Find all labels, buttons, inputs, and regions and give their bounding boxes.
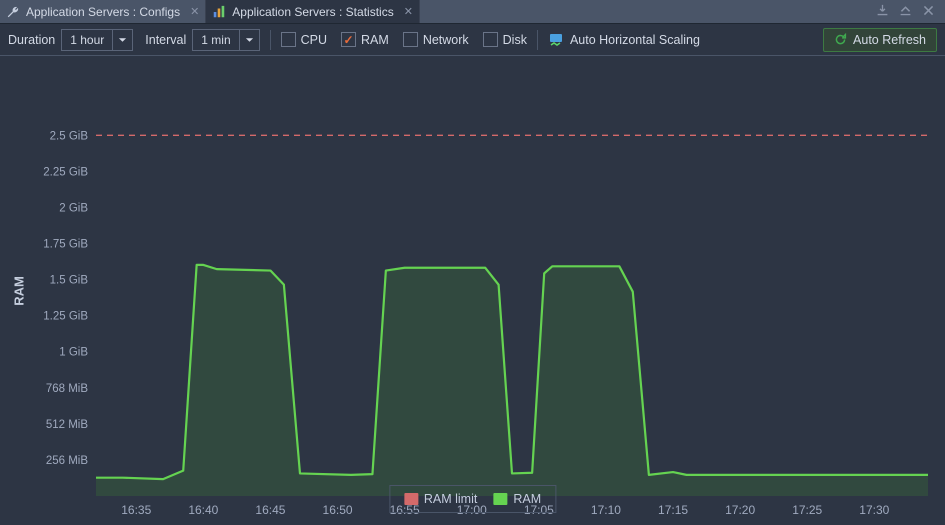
refresh-label: Auto Refresh xyxy=(853,33,926,47)
auto-refresh-button[interactable]: Auto Refresh xyxy=(823,28,937,52)
interval-label: Interval xyxy=(145,33,186,47)
expand-icon[interactable] xyxy=(899,4,912,20)
chart-area: RAM 256 MiB 512 MiB 768 MiB 1 GiB 1.25 GiB 1.… xyxy=(0,56,945,525)
auto-horizontal-scaling-button[interactable]: Auto Horizontal Scaling xyxy=(548,32,700,48)
chevron-down-icon xyxy=(239,30,259,50)
tab-label: Application Servers : Configs xyxy=(26,5,180,19)
scaling-icon xyxy=(548,32,564,48)
svg-text:2.5 GiB: 2.5 GiB xyxy=(50,130,89,142)
check-cpu[interactable]: CPU xyxy=(281,32,327,47)
svg-text:512 MiB: 512 MiB xyxy=(46,419,89,431)
svg-text:1 GiB: 1 GiB xyxy=(59,347,88,359)
toolbar: Duration 1 hour Interval 1 min CPU RAM Net… xyxy=(0,24,945,56)
svg-text:17:20: 17:20 xyxy=(725,503,755,517)
duration-label: Duration xyxy=(8,33,55,47)
check-label: Disk xyxy=(503,33,527,47)
bar-chart-icon xyxy=(212,5,226,19)
checkbox-icon xyxy=(403,32,418,47)
legend-swatch xyxy=(493,493,507,505)
checkbox-icon xyxy=(281,32,296,47)
svg-text:768 MiB: 768 MiB xyxy=(46,383,89,395)
metric-checks: CPU RAM Network Disk xyxy=(281,32,527,47)
wrench-icon xyxy=(6,5,20,19)
svg-text:16:40: 16:40 xyxy=(188,503,218,517)
svg-text:2.25 GiB: 2.25 GiB xyxy=(43,166,88,178)
download-icon[interactable] xyxy=(876,4,889,20)
ahs-label: Auto Horizontal Scaling xyxy=(570,33,700,47)
divider xyxy=(270,30,271,50)
svg-text:16:45: 16:45 xyxy=(255,503,285,517)
ram-chart: 256 MiB 512 MiB 768 MiB 1 GiB 1.25 GiB 1.5 Gi… xyxy=(0,56,945,525)
chart-legend: RAM limit RAM xyxy=(389,485,556,513)
close-icon[interactable] xyxy=(922,4,935,20)
refresh-icon xyxy=(834,33,847,46)
svg-text:1.25 GiB: 1.25 GiB xyxy=(43,311,88,323)
svg-text:17:10: 17:10 xyxy=(591,503,621,517)
check-ram[interactable]: RAM xyxy=(341,32,389,47)
duration-select[interactable]: 1 hour xyxy=(61,29,133,51)
legend-item: RAM xyxy=(493,492,541,506)
svg-text:16:35: 16:35 xyxy=(121,503,151,517)
svg-text:16:50: 16:50 xyxy=(323,503,353,517)
checkbox-icon xyxy=(483,32,498,47)
check-label: Network xyxy=(423,33,469,47)
close-icon[interactable]: ✕ xyxy=(404,5,413,18)
svg-text:17:15: 17:15 xyxy=(658,503,688,517)
legend-item: RAM limit xyxy=(404,492,477,506)
legend-label: RAM xyxy=(513,492,541,506)
svg-text:2 GiB: 2 GiB xyxy=(59,202,88,214)
tab-spacer xyxy=(420,0,866,23)
svg-text:256 MiB: 256 MiB xyxy=(46,455,89,467)
tab-label: Application Servers : Statistics xyxy=(232,5,393,19)
check-network[interactable]: Network xyxy=(403,32,469,47)
interval-value: 1 min xyxy=(193,33,238,47)
svg-text:1.5 GiB: 1.5 GiB xyxy=(50,275,89,287)
svg-text:1.75 GiB: 1.75 GiB xyxy=(43,238,88,250)
duration-value: 1 hour xyxy=(62,33,112,47)
divider xyxy=(537,30,538,50)
legend-swatch xyxy=(404,493,418,505)
legend-label: RAM limit xyxy=(424,492,477,506)
chevron-down-icon xyxy=(112,30,132,50)
interval-select[interactable]: 1 min xyxy=(192,29,259,51)
check-label: RAM xyxy=(361,33,389,47)
tab-configs[interactable]: Application Servers : Configs ✕ xyxy=(0,0,206,23)
tab-bar: Application Servers : Configs ✕ Applicat… xyxy=(0,0,945,24)
checkbox-icon xyxy=(341,32,356,47)
svg-text:17:30: 17:30 xyxy=(859,503,889,517)
svg-text:17:25: 17:25 xyxy=(792,503,822,517)
tab-statistics[interactable]: Application Servers : Statistics ✕ xyxy=(206,0,420,23)
check-disk[interactable]: Disk xyxy=(483,32,527,47)
window-actions xyxy=(866,0,945,23)
close-icon[interactable]: ✕ xyxy=(190,5,199,18)
check-label: CPU xyxy=(301,33,327,47)
